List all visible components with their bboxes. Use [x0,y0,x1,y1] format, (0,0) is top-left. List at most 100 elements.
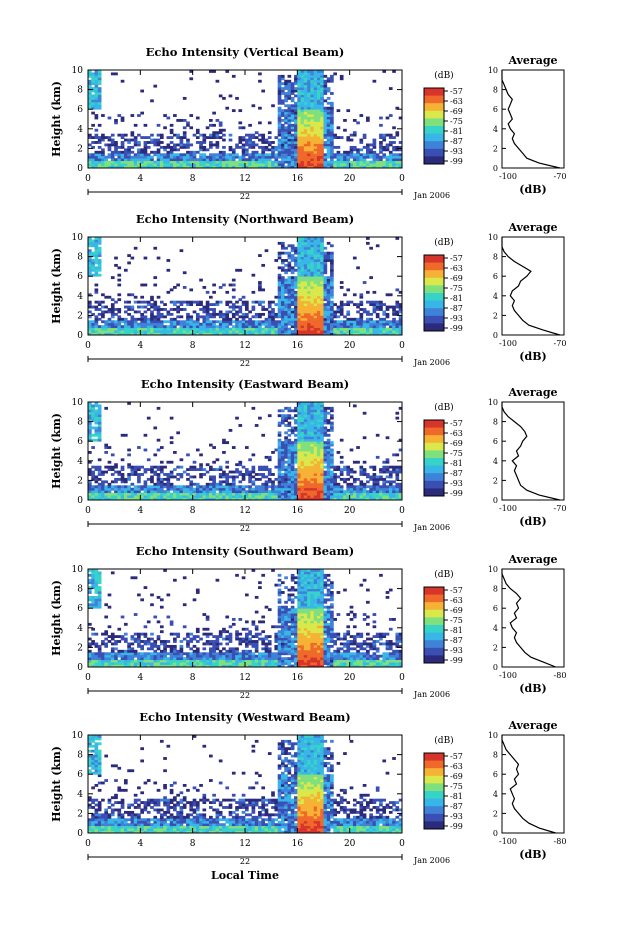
heatmap-cell [267,470,272,474]
colorbar-segment [424,131,444,134]
heatmap-cell [313,155,318,159]
heatmap-cell [117,153,122,157]
heatmap-cell [117,320,122,324]
heatmap-cell [94,82,99,86]
heatmap-cell [241,487,246,491]
heatmap-cell [323,160,328,164]
heatmap-cell [385,145,390,149]
heatmap-cell [326,317,331,321]
heatmap-cell [320,458,324,462]
heatmap-cell [202,141,207,144]
heatmap-cell [280,165,285,169]
heatmap-cell [140,295,144,299]
heatmap-cell [362,332,367,336]
heatmap-cell [388,485,393,489]
y-tick-label: 0 [77,331,83,341]
heatmap-cell [385,163,390,166]
heatmap-cell [195,320,200,324]
heatmap-cell [287,288,292,292]
heatmap-cell [349,330,354,333]
heatmap-cell [294,155,298,159]
heatmap-cell [169,317,174,321]
colorbar-segment [424,107,444,110]
heatmap-cell [228,327,233,331]
heatmap-cell [238,138,243,142]
heatmap-cell [176,332,180,336]
heatmap-cell [330,263,334,267]
heatmap-cell [349,485,354,489]
heatmap-cell [330,303,334,306]
heatmap-cell [271,492,275,496]
heatmap-cell [179,327,184,331]
heatmap-cell [159,133,164,137]
heatmap-cell [280,143,285,147]
heatmap-cell [209,165,213,169]
heatmap-cell [248,330,252,333]
heatmap-cell [120,143,125,147]
heatmap-cell [316,424,321,427]
heatmap-cell [88,249,92,253]
heatmap-cell [369,317,373,321]
heatmap-cell [245,312,249,316]
heatmap-cell [212,315,216,319]
colorbar-segment [424,459,444,463]
heatmap-cell [316,251,321,255]
heatmap-cell [290,288,295,292]
heatmap-cell [313,487,318,491]
heatmap-cell [326,111,331,115]
heatmap-cell [159,460,164,464]
heatmap-cell [320,290,324,294]
heatmap-cell [346,136,351,139]
heatmap-cell [372,305,377,309]
heatmap-cell [235,163,239,166]
heatmap-cell [300,268,305,272]
heatmap-cell [290,84,295,88]
heatmap-cell [182,286,187,289]
colorbar-segment [424,319,444,322]
heatmap-cell [280,155,285,159]
heatmap-cell [326,460,331,464]
heatmap-cell [323,163,328,166]
colorbar-segment [424,283,444,286]
heatmap-cell [280,87,285,90]
heatmap-cell [297,256,301,260]
heatmap-cell [323,133,328,137]
heatmap-cell [248,332,252,336]
heatmap-cell [91,82,95,86]
heatmap-cell [146,303,151,306]
heatmap-cell [300,244,305,248]
heatmap-cell [280,308,285,311]
heatmap-cell [366,148,370,152]
heatmap-cell [303,468,308,471]
heatmap-cell [277,273,282,277]
heatmap-cell [294,268,298,272]
heatmap-cell [303,77,308,81]
heatmap-cell [218,158,223,162]
heatmap-cell [277,433,282,437]
heatmap-cell [287,416,292,420]
heatmap-cell [310,322,315,326]
heatmap-cell [316,402,321,405]
heatmap-cell [287,145,292,149]
y-tick-label: 2 [77,144,83,154]
heatmap-cell [310,136,315,139]
heatmap-cell [333,155,337,159]
heatmap-cell [179,458,184,462]
heatmap-cell [192,487,197,491]
heatmap-cell [294,163,298,166]
heatmap-cell [176,315,180,319]
heatmap-cell [372,497,377,501]
heatmap-cell [114,490,118,494]
heatmap-cell [88,659,92,663]
heatmap-cell [320,497,324,501]
heatmap-cell [166,332,171,336]
heatmap-cell [313,70,318,73]
heatmap-cell [352,158,357,162]
heatmap-cell [137,327,141,331]
heatmap-cell [294,303,298,306]
heatmap-cell [280,114,285,117]
heatmap-cell [323,263,328,267]
heatmap-cell [241,492,246,496]
heatmap-cell [320,305,324,309]
heatmap-cell [215,158,220,162]
